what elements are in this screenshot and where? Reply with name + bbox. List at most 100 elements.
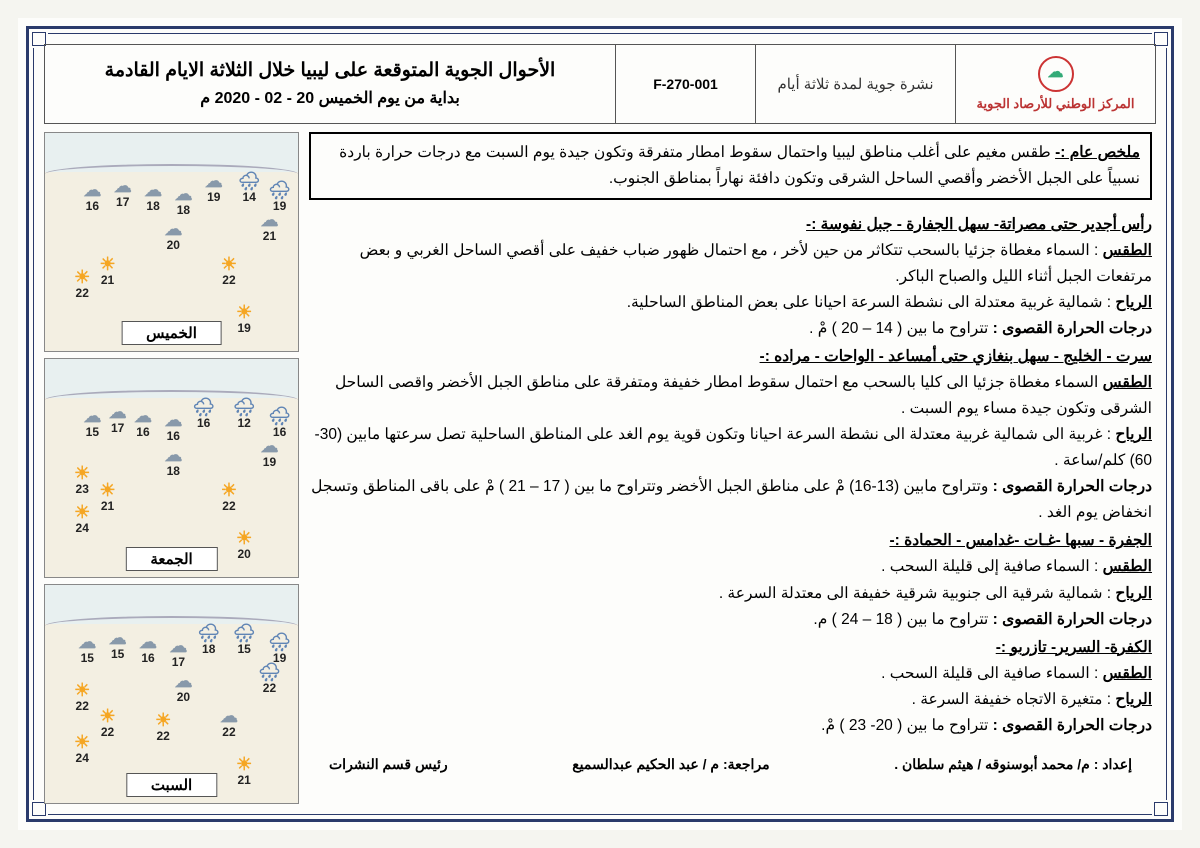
weather-icon: ☁ <box>156 446 190 464</box>
forecast-point: ☁19 <box>197 172 231 204</box>
temp-value: 19 <box>197 190 231 204</box>
region-head: الجفرة - سبها -غـات -غدامس - الحمادة :- <box>889 528 1152 554</box>
wind-label: الرياح <box>1115 585 1152 602</box>
weather-icon: ☁ <box>70 633 104 651</box>
forecast-point: ☀22 <box>212 255 246 287</box>
region-head: رأس أجدير حتى مصراتة- سهل الجفارة - جبل … <box>806 212 1152 238</box>
forecast-point: ☁18 <box>136 181 170 213</box>
weather-icon: ☁ <box>166 672 200 690</box>
forecast-point: 🌧19 <box>263 181 297 213</box>
temp-value: 22 <box>212 499 246 513</box>
temp-value: 18 <box>166 203 200 217</box>
weather-icon: 🌧 <box>227 624 261 642</box>
org-name: المركز الوطني للأرصاد الجوية <box>966 96 1145 112</box>
temp-value: 19 <box>252 455 286 469</box>
forecast-point: 🌧12 <box>227 398 261 430</box>
forecast-point: 🌧19 <box>263 633 297 665</box>
temp-label: درجات الحرارة القصوى : <box>993 478 1152 495</box>
body: ملخص عام :- طقس مغيم على أغلب مناطق ليبي… <box>44 132 1156 804</box>
weather-text: السماء مغطاة جزئيا الى كليا بالسحب مع اح… <box>335 374 1152 417</box>
day-label: الخميس <box>121 321 222 345</box>
forecast-point: ☀19 <box>227 303 261 335</box>
temp-value: 22 <box>212 273 246 287</box>
bulletin-type: نشرة جوية لمدة ثلاثة أيام <box>766 75 945 93</box>
temp-value: 15 <box>227 642 261 656</box>
temp-value: 20 <box>227 547 261 561</box>
wind-label: الرياح <box>1115 426 1152 443</box>
content: المركز الوطني للأرصاد الجوية نشرة جوية ل… <box>44 44 1156 804</box>
forecast-point: ☁15 <box>70 633 104 665</box>
forecast-point: ☀22 <box>65 268 99 300</box>
weather-label: الطقس <box>1103 558 1152 575</box>
maps-column: ☁16☁17☁18☁18☁19🌧14🌧19☁20☁21☀21☀22☀22☀19ا… <box>44 132 299 804</box>
title-line1: الأحوال الجوية المتوقعة على ليبيا خلال ا… <box>55 56 605 86</box>
title-line2: بداية من يوم الخميس 20 - 02 - 2020 م <box>55 86 605 112</box>
weather-icon: ☀ <box>65 733 99 751</box>
temp-value: 19 <box>227 321 261 335</box>
forecast-point: ☀24 <box>65 503 99 535</box>
forecast-point: 🌧16 <box>263 407 297 439</box>
weather-icon: ☁ <box>75 181 109 199</box>
weather-icon: ☁ <box>212 707 246 725</box>
weather-icon: ☀ <box>227 755 261 773</box>
temp-value: 18 <box>192 642 226 656</box>
weather-icon: ☁ <box>106 177 140 195</box>
temp-value: 24 <box>65 751 99 765</box>
weather-text: : السماء مغطاة جزئيا بالسحب تتكاثر من حي… <box>360 242 1152 285</box>
weather-icon: ☁ <box>156 411 190 429</box>
wind-text: : شمالية شرقية الى جنوبية شرقية خفيفة ال… <box>719 585 1111 602</box>
temp-value: 14 <box>232 190 266 204</box>
temp-value: 21 <box>252 229 286 243</box>
forecast-point: ☁22 <box>212 707 246 739</box>
forecast-point: ☁17 <box>106 177 140 209</box>
forecast-point: ☀22 <box>212 481 246 513</box>
temp-value: 17 <box>106 195 140 209</box>
forecast-point: ☁15 <box>101 629 135 661</box>
weather-icon: 🌧 <box>252 663 286 681</box>
forecast-point: ☁16 <box>156 411 190 443</box>
forecast-point: ☀22 <box>146 711 180 743</box>
temp-value: 20 <box>156 238 190 252</box>
weather-icon: ☀ <box>91 481 125 499</box>
temp-value: 22 <box>146 729 180 743</box>
forecast-point: ☁18 <box>156 446 190 478</box>
forecast-point: ☀24 <box>65 733 99 765</box>
forecast-point: 🌧16 <box>187 398 221 430</box>
forecast-point: ☁19 <box>252 437 286 469</box>
region-block: الكفرة- السرير- تازربو :-الطقس : السماء … <box>309 633 1152 739</box>
forecast-point: ☁21 <box>252 211 286 243</box>
header-code-cell: F-270-001 <box>615 45 755 123</box>
forecast-point: ☁20 <box>166 672 200 704</box>
forecast-point: ☀20 <box>227 529 261 561</box>
weather-icon: ☀ <box>146 711 180 729</box>
wind-label: الرياح <box>1115 294 1152 311</box>
forecast-point: ☁20 <box>156 220 190 252</box>
weather-label: الطقس <box>1103 242 1152 259</box>
temp-value: 12 <box>227 416 261 430</box>
weather-text: : السماء صافية الى قليلة السحب . <box>881 665 1098 682</box>
forecast-point: ☁16 <box>126 407 160 439</box>
header-org-cell: المركز الوطني للأرصاد الجوية <box>955 45 1155 123</box>
forecast-point: 🌧22 <box>252 663 286 695</box>
weather-icon: ☀ <box>91 707 125 725</box>
weather-icon: 🌧 <box>227 398 261 416</box>
temp-value: 22 <box>212 725 246 739</box>
temp-value: 16 <box>187 416 221 430</box>
temp-value: 16 <box>156 429 190 443</box>
weather-icon: ☀ <box>65 681 99 699</box>
temp-value: 16 <box>126 425 160 439</box>
weather-icon: ☁ <box>136 181 170 199</box>
temp-label: درجات الحرارة القصوى : <box>993 717 1152 734</box>
forecast-point: ☁18 <box>166 185 200 217</box>
map-card: ☁15☁15☁16☁17🌧18🌧15🌧19☁20🌧22☀22☀22☀24☀22☁… <box>44 584 299 804</box>
temp-value: 16 <box>131 651 165 665</box>
summary-label: ملخص عام :- <box>1055 144 1140 161</box>
temp-value: 15 <box>70 651 104 665</box>
weather-icon: ☀ <box>65 268 99 286</box>
footer-row: إعداد : م/ محمد أبوسنوقه / هيثم سلطان . … <box>309 753 1152 777</box>
weather-icon: 🌧 <box>263 633 297 651</box>
wind-text: : متغيرة الاتجاه خفيفة السرعة . <box>912 691 1111 708</box>
weather-text: : السماء صافية إلى قليلة السحب . <box>881 558 1098 575</box>
header-type-cell: نشرة جوية لمدة ثلاثة أيام <box>755 45 955 123</box>
weather-icon: ☀ <box>65 503 99 521</box>
